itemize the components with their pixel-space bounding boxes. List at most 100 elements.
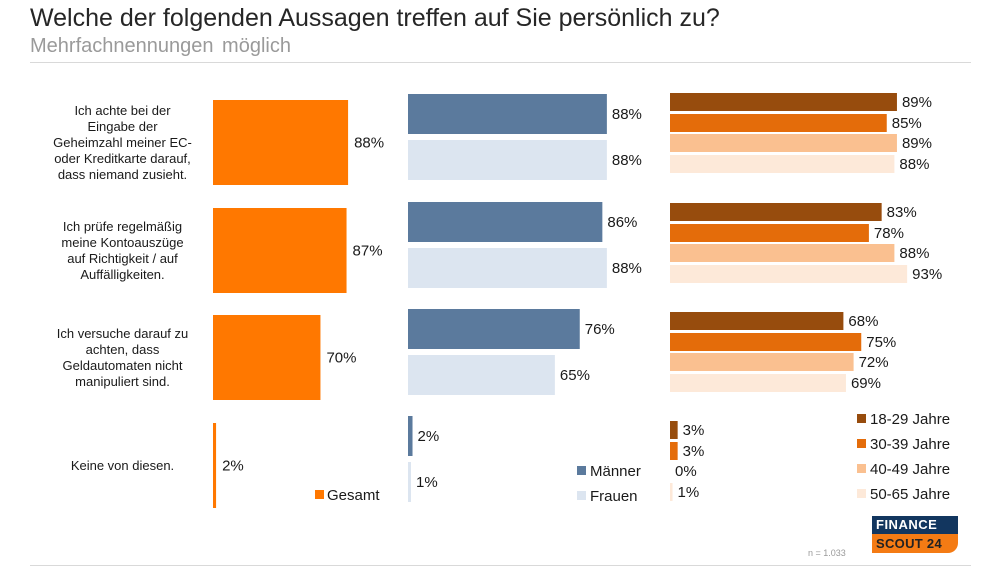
category-label-line: meine Kontoauszüge (61, 234, 184, 250)
data-label: 68% (848, 313, 878, 330)
category-label-line: achten, dass (85, 341, 160, 357)
data-label: 1% (678, 484, 700, 501)
bar-alter-40-49-jahre (670, 353, 854, 371)
data-label: 88% (899, 156, 929, 173)
category-label-line: manipuliert sind. (75, 373, 170, 389)
bar-geschlecht-frauen (408, 248, 607, 288)
bar-gesamt-gesamt (213, 208, 347, 293)
data-label: 88% (354, 135, 384, 152)
legend-label-age: 30-39 Jahre (870, 436, 950, 453)
category-label-line: Ich achte bei der (74, 102, 171, 118)
data-label: 87% (353, 243, 383, 260)
data-label: 88% (899, 245, 929, 262)
legend-swatch-age (857, 489, 866, 498)
bar-alter-30-39-jahre (670, 114, 887, 132)
category-label-line: Ich versuche darauf zu (56, 325, 189, 341)
sample-size-label: n = 1.033 (808, 548, 846, 558)
bar-alter-50-65-jahre (670, 374, 846, 392)
data-label: 3% (683, 422, 705, 439)
data-label: 1% (416, 474, 438, 491)
data-label: 0% (675, 463, 697, 480)
data-label: 88% (612, 152, 642, 169)
category-label-text: Ich achte bei der Eingabe der Geheimzahl m… (53, 103, 192, 183)
bar-alter-18-29-jahre (670, 421, 678, 439)
category-label: Keine von diesen. (40, 423, 205, 508)
category-label-line: auf Richtigkeit / auf (67, 250, 178, 266)
data-label: 83% (887, 204, 917, 221)
bar-alter-50-65-jahre (670, 483, 673, 501)
category-label-line: oder Kreditkarte darauf, (54, 150, 191, 166)
legend-label-age: 50-65 Jahre (870, 486, 950, 503)
legend-swatch-age (857, 439, 866, 448)
bar-geschlecht-m-nner (408, 202, 603, 242)
data-label: 2% (418, 428, 440, 445)
data-label: 78% (874, 225, 904, 242)
data-label: 3% (683, 443, 705, 460)
legend-label-age: 40-49 Jahre (870, 461, 950, 478)
bar-alter-50-65-jahre (670, 155, 895, 173)
legend-swatch-age (857, 414, 866, 423)
logo-bottom-text: SCOUT 24 (872, 534, 958, 553)
bar-alter-30-39-jahre (670, 333, 862, 351)
category-label-text: Ich prüfe regelmäßig meine Kontoauszüge au… (61, 219, 183, 283)
category-label-text: Ich versuche darauf zu achten, dass Geldau… (57, 326, 189, 390)
category-label-line: Eingabe der (87, 118, 158, 134)
bar-geschlecht-m-nner (408, 94, 607, 134)
category-label-line: dass niemand zusieht. (57, 166, 188, 182)
bar-geschlecht-frauen (408, 140, 607, 180)
bar-gesamt-gesamt (213, 100, 349, 185)
category-label-line: Keine von diesen. (70, 457, 175, 473)
data-label: 89% (902, 135, 932, 152)
logo-top-text: FINANCE (872, 516, 958, 534)
legend-swatch-männer (577, 466, 586, 475)
category-label-line: Ich prüfe regelmäßig (62, 218, 183, 234)
bar-alter-40-49-jahre (670, 134, 897, 152)
data-label: 85% (892, 115, 922, 132)
bar-gesamt-gesamt (213, 423, 217, 508)
data-label: 70% (326, 350, 356, 367)
data-label: 86% (607, 214, 637, 231)
bar-geschlecht-m-nner (408, 309, 580, 349)
data-label: 88% (612, 260, 642, 277)
bar-alter-18-29-jahre (670, 203, 882, 221)
legend-swatch-frauen (577, 491, 586, 500)
category-label: Ich versuche darauf zu achten, dass Geldau… (40, 315, 205, 400)
data-label: 88% (612, 106, 642, 123)
data-label: 65% (560, 367, 590, 384)
bar-geschlecht-frauen (408, 355, 555, 395)
bar-alter-50-65-jahre (670, 265, 908, 283)
legend-label-gesamt: Gesamt (327, 487, 380, 504)
category-label-text: Keine von diesen. (71, 458, 174, 474)
data-label: 76% (585, 321, 615, 338)
chart-title: Welche der folgenden Aussagen treffen au… (30, 4, 720, 32)
bar-alter-40-49-jahre (670, 244, 895, 262)
category-label: Ich achte bei der Eingabe der Geheimzahl m… (40, 100, 205, 185)
category-label-line: Auffälligkeiten. (80, 266, 165, 282)
data-label: 89% (902, 94, 932, 111)
bar-alter-30-39-jahre (670, 224, 869, 242)
category-label-line: Geldautomaten nicht (62, 357, 183, 373)
data-label: 69% (851, 375, 881, 392)
top-divider (30, 62, 971, 63)
legend-swatch-gesamt (315, 490, 324, 499)
financescout24-logo: FINANCE SCOUT 24 (872, 516, 958, 553)
chart-subtitle: Mehrfachnennungen möglich (30, 35, 291, 57)
data-label: 93% (912, 266, 942, 283)
bottom-divider (30, 565, 971, 566)
bar-alter-18-29-jahre (670, 93, 897, 111)
bar-gesamt-gesamt (213, 315, 321, 400)
legend-label-age: 18-29 Jahre (870, 411, 950, 428)
data-label: 72% (859, 354, 889, 371)
bar-geschlecht-m-nner (408, 416, 413, 456)
bar-geschlecht-frauen (408, 462, 411, 502)
legend-swatch-age (857, 464, 866, 473)
category-label: Ich prüfe regelmäßig meine Kontoauszüge au… (40, 208, 205, 293)
legend-label-frauen: Frauen (590, 488, 638, 505)
category-label-line: Geheimzahl meiner EC- (53, 134, 192, 150)
bar-alter-18-29-jahre (670, 312, 844, 330)
legend-label-männer: Männer (590, 463, 641, 480)
bar-alter-30-39-jahre (670, 442, 678, 460)
data-label: 2% (222, 458, 244, 475)
data-label: 75% (866, 334, 896, 351)
